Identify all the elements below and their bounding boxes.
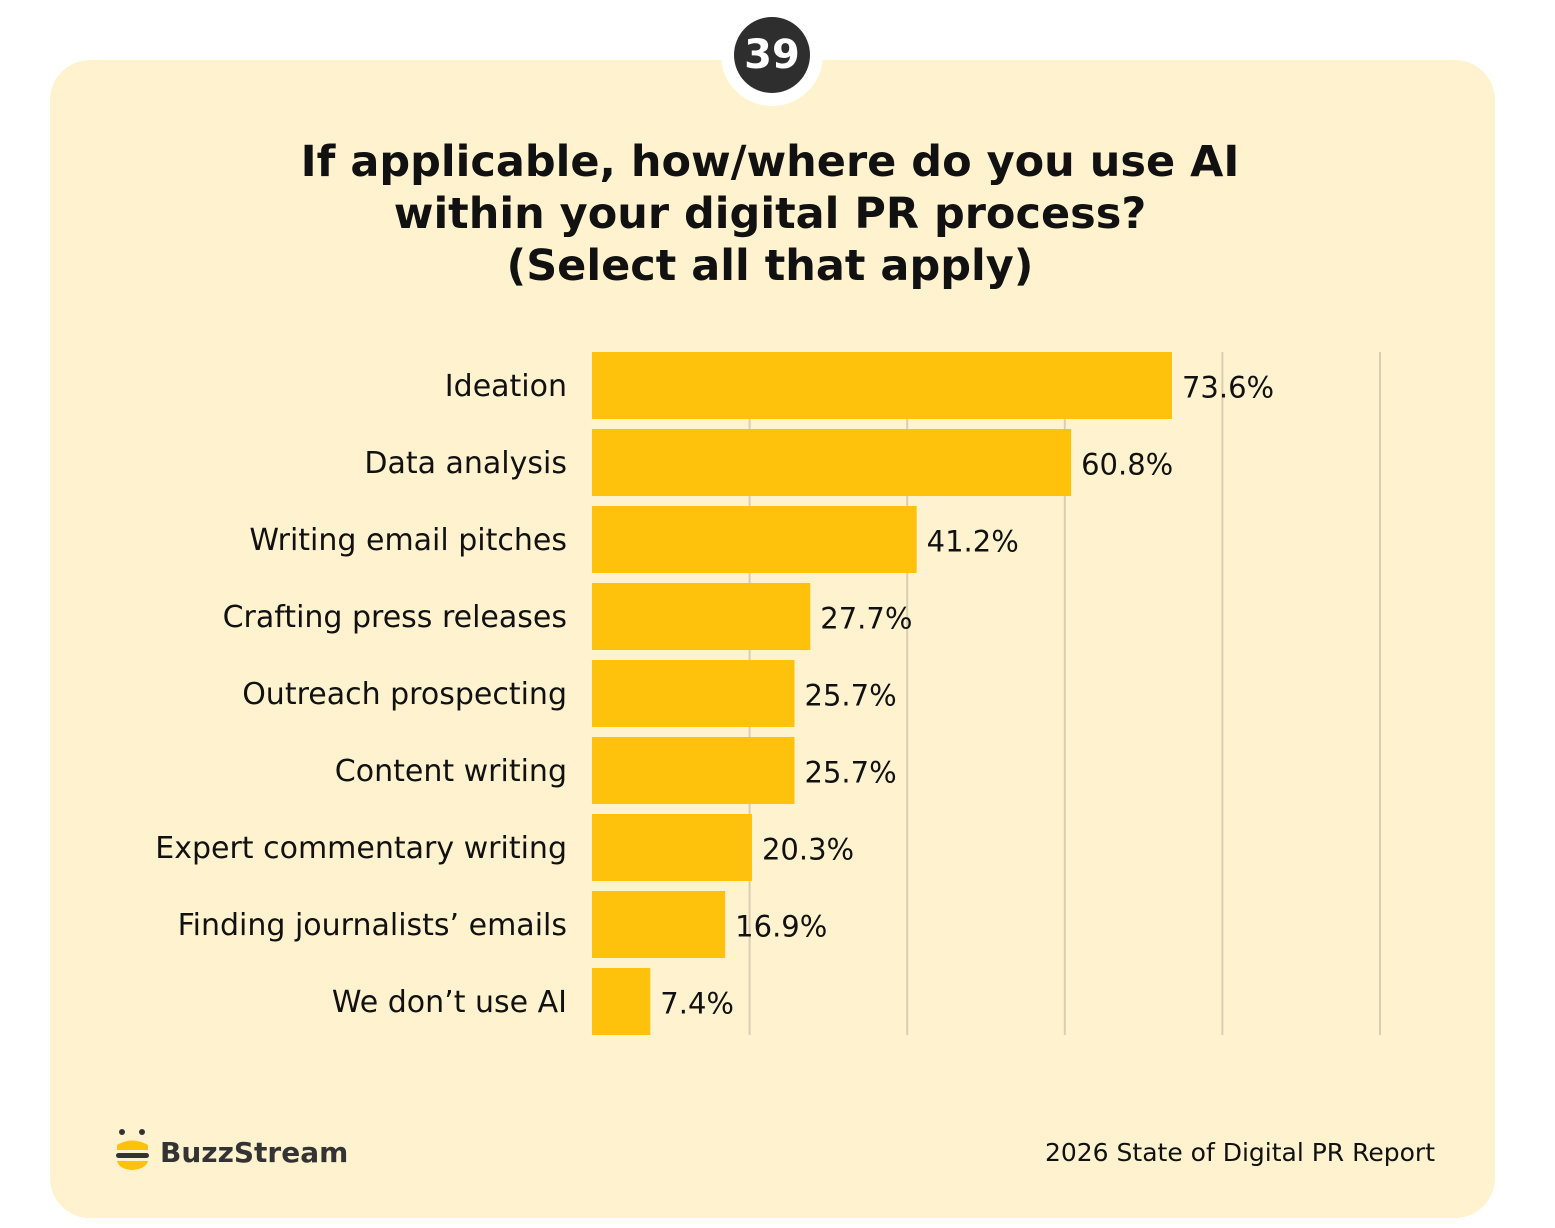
category-label: Expert commentary writing <box>155 831 567 866</box>
bar <box>592 583 811 650</box>
category-label: Writing email pitches <box>249 523 567 558</box>
category-label: Outreach prospecting <box>242 677 567 712</box>
report-name: 2026 State of Digital PR Report <box>1044 1138 1435 1167</box>
chart-title-line-2: within your digital PR process? <box>393 189 1147 239</box>
bar <box>592 968 651 1035</box>
bar <box>592 352 1172 419</box>
chart-title-line-1: If applicable, how/where do you use AI <box>300 137 1240 187</box>
bee-logo-icon <box>116 1129 149 1170</box>
category-label: Content writing <box>335 754 567 789</box>
category-label: Ideation <box>445 369 567 404</box>
page-number-badge: 39 <box>734 17 810 93</box>
brand-name: BuzzStream <box>160 1136 349 1169</box>
bar <box>592 891 726 958</box>
value-label: 16.9% <box>735 910 827 944</box>
value-label: 41.2% <box>927 525 1019 559</box>
value-label: 20.3% <box>762 833 854 867</box>
category-label: Crafting press releases <box>223 600 567 635</box>
value-label: 25.7% <box>805 756 897 790</box>
value-label: 73.6% <box>1182 371 1274 405</box>
category-label: Data analysis <box>364 446 567 481</box>
bar <box>592 737 795 804</box>
buzzstream-logo: BuzzStream <box>112 1126 352 1176</box>
bar <box>592 429 1072 496</box>
value-label: 25.7% <box>805 679 897 713</box>
value-label: 7.4% <box>660 987 734 1021</box>
bar <box>592 814 752 881</box>
bar <box>592 660 795 727</box>
value-label: 60.8% <box>1081 448 1173 482</box>
value-label: 27.7% <box>820 602 912 636</box>
chart-title: If applicable, how/where do you use AI w… <box>220 136 1320 292</box>
bar <box>592 506 917 573</box>
category-label: We don’t use AI <box>332 985 567 1020</box>
chart-title-line-3: (Select all that apply) <box>506 241 1034 291</box>
category-label: Finding journalists’ emails <box>178 908 567 943</box>
